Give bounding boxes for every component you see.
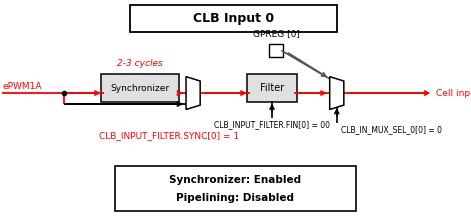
- FancyBboxPatch shape: [269, 44, 283, 57]
- Text: CLB Input 0: CLB Input 0: [193, 12, 274, 25]
- Text: CLB_INPUT_FILTER.FIN[0] = 00: CLB_INPUT_FILTER.FIN[0] = 00: [214, 120, 330, 129]
- FancyBboxPatch shape: [101, 74, 179, 102]
- FancyBboxPatch shape: [115, 166, 356, 211]
- Text: Filter: Filter: [260, 83, 284, 93]
- Text: CLB_INPUT_FILTER.SYNC[0] = 1: CLB_INPUT_FILTER.SYNC[0] = 1: [99, 131, 239, 140]
- Text: 2-3 cycles: 2-3 cycles: [117, 59, 163, 68]
- Text: Synchronizer: Enabled: Synchronizer: Enabled: [170, 175, 301, 185]
- Polygon shape: [186, 77, 200, 110]
- Text: ePWM1A: ePWM1A: [2, 82, 42, 91]
- Text: CLB_IN_MUX_SEL_0[0] = 0: CLB_IN_MUX_SEL_0[0] = 0: [341, 125, 442, 134]
- FancyBboxPatch shape: [247, 74, 297, 102]
- Text: Synchronizer: Synchronizer: [111, 84, 170, 93]
- Text: GPREG [0]: GPREG [0]: [252, 29, 300, 38]
- Polygon shape: [330, 77, 344, 110]
- Text: Pipelining: Disabled: Pipelining: Disabled: [177, 193, 294, 203]
- FancyBboxPatch shape: [130, 5, 337, 32]
- Text: Cell input [0]: Cell input [0]: [436, 88, 471, 98]
